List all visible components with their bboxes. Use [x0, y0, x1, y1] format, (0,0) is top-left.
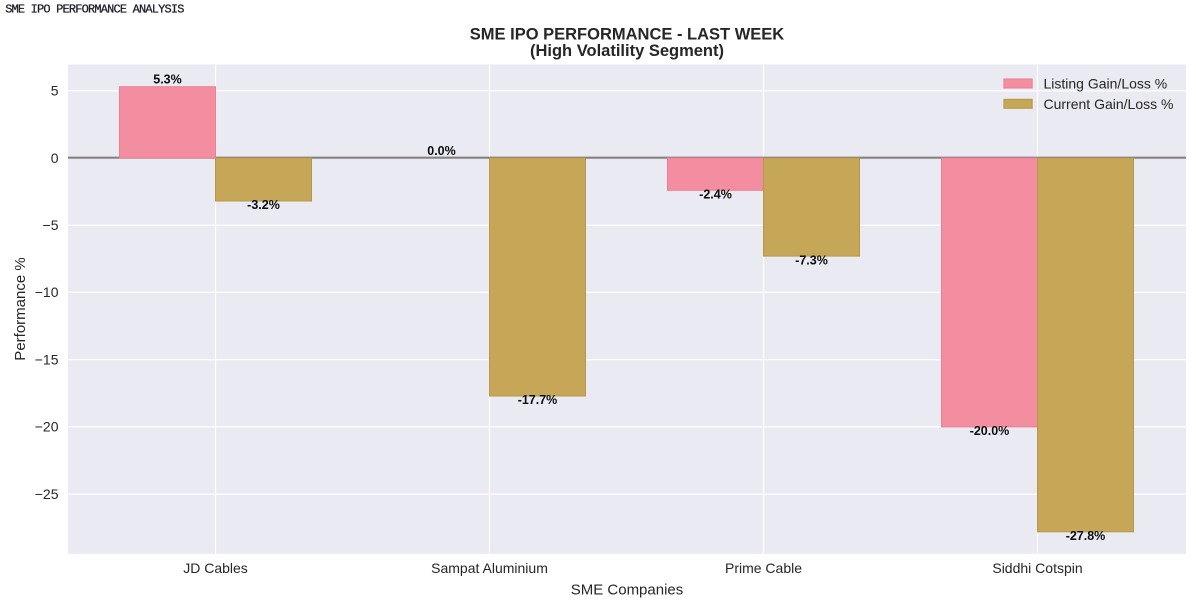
svg-text:0.0%: 0.0% [427, 144, 456, 158]
svg-text:−15: −15 [35, 352, 59, 368]
svg-text:Current Gain/Loss %: Current Gain/Loss % [1044, 96, 1174, 112]
svg-text:-27.8%: -27.8% [1066, 529, 1106, 543]
svg-text:−25: −25 [35, 486, 59, 502]
svg-text:JD Cables: JD Cables [183, 560, 248, 576]
svg-text:-7.3%: -7.3% [795, 253, 828, 267]
svg-text:0: 0 [51, 150, 59, 166]
svg-text:SME Companies: SME Companies [571, 581, 684, 598]
svg-text:-17.7%: -17.7% [518, 393, 558, 407]
svg-text:−10: −10 [35, 284, 59, 300]
svg-text:−20: −20 [35, 419, 59, 435]
svg-text:-2.4%: -2.4% [699, 188, 732, 202]
svg-text:Performance %: Performance % [12, 257, 29, 360]
svg-text:SME IPO PERFORMANCE ANALYSIS: SME IPO PERFORMANCE ANALYSIS [5, 2, 184, 16]
svg-text:Siddhi Cotspin: Siddhi Cotspin [992, 560, 1082, 576]
svg-text:Listing Gain/Loss %: Listing Gain/Loss % [1044, 76, 1168, 92]
svg-text:5.3%: 5.3% [153, 72, 182, 86]
svg-text:-20.0%: -20.0% [970, 424, 1010, 438]
svg-text:(High Volatility Segment): (High Volatility Segment) [530, 42, 724, 60]
svg-text:5: 5 [51, 83, 59, 99]
svg-text:SME IPO PERFORMANCE - LAST WEE: SME IPO PERFORMANCE - LAST WEEK [470, 25, 785, 43]
svg-text:−5: −5 [43, 217, 59, 233]
svg-text:Sampat Aluminium: Sampat Aluminium [431, 560, 548, 576]
svg-text:Prime Cable: Prime Cable [725, 560, 802, 576]
svg-text:-3.2%: -3.2% [247, 198, 280, 212]
